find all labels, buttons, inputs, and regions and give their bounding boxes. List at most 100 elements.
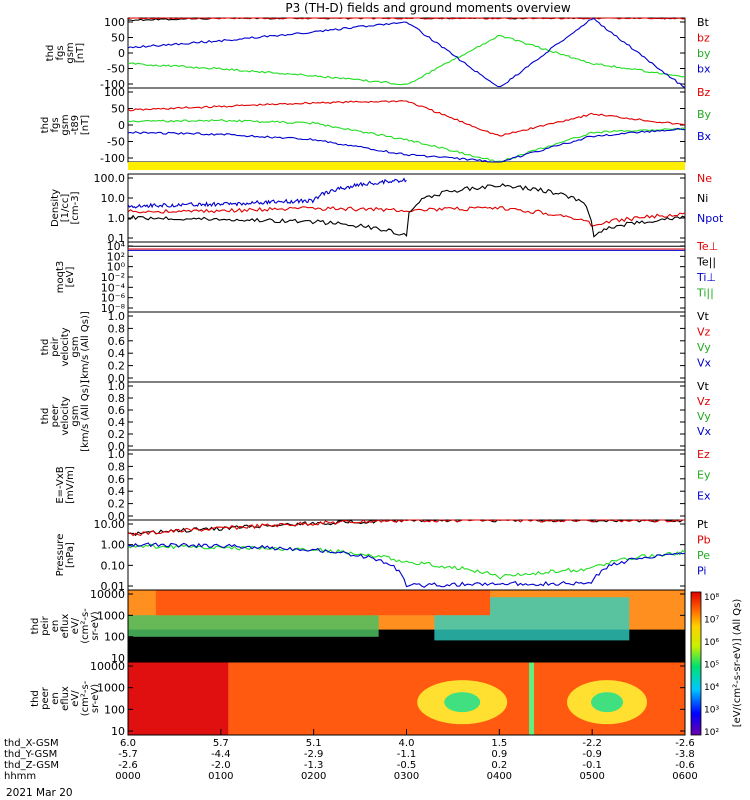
y-tick-label: 0.0	[108, 372, 126, 385]
colorbar-tick-label: 10⁶	[704, 638, 719, 648]
y-tick-label: 0.6	[108, 473, 126, 486]
legend-entry: by	[697, 47, 711, 60]
y-tick-label: 1.00	[101, 539, 126, 552]
x-tick-value: -2.6	[675, 738, 695, 749]
legend-entry: Vz	[697, 395, 711, 408]
spectrogram-electron-blob-2-core	[591, 692, 624, 713]
y-axis-label: velocity	[60, 327, 71, 366]
panel-frame	[127, 519, 686, 591]
legend-entry: Bt	[697, 16, 710, 29]
x-tick-value: -5.7	[118, 749, 138, 760]
y-axis-label: gsm	[65, 42, 76, 63]
y-tick-label: 0.8	[108, 392, 126, 405]
x-tick-value: 1.5	[491, 738, 507, 749]
y-tick-label: 0.2	[108, 360, 126, 373]
yellow-status-bar	[128, 162, 685, 170]
x-tick-value: -1.3	[304, 760, 324, 771]
y-tick-label: 100	[104, 16, 125, 29]
y-axis-label: [nT]	[75, 43, 86, 63]
y-axis-label: eV/	[70, 690, 81, 707]
x-tick-value: -0.1	[582, 760, 602, 771]
y-tick-label: 10000	[90, 588, 125, 601]
y-tick-label: 10000	[90, 660, 125, 673]
y-axis-label: eV/	[70, 617, 81, 634]
x-row-label: thd_Y-GSM	[4, 749, 57, 760]
y-axis-label: [cm-3]	[70, 191, 81, 224]
x-tick-value: 5.7	[213, 738, 229, 749]
panel-frame	[127, 381, 686, 451]
legend-entry: Vz	[697, 326, 711, 339]
legend-entry: Pt	[697, 518, 709, 531]
legend-entry: Ez	[697, 448, 710, 461]
y-tick-label: 10⁻⁴	[101, 281, 126, 294]
colorbar-tick-label: 10³	[704, 706, 719, 716]
legend-entry: By	[697, 108, 712, 121]
y-tick-label: 1.0	[108, 212, 126, 225]
colorbar-tick-label: 10⁸	[704, 593, 719, 603]
y-tick-label: 10	[111, 725, 125, 738]
panel-frame	[127, 241, 686, 313]
y-axis-label: thd	[45, 45, 56, 62]
series-By	[128, 119, 685, 163]
legend-entry: Ti⊥	[696, 271, 716, 284]
x-tick-value: -2.2	[582, 738, 602, 749]
y-tick-label: 1000	[97, 609, 125, 622]
y-tick-label: 100	[104, 86, 125, 99]
x-tick-value: -2.0	[211, 760, 231, 771]
panel-frame	[127, 311, 686, 383]
y-axis-label: en	[50, 620, 61, 633]
legend-entry: Ti||	[696, 287, 714, 300]
y-tick-label: 10⁰	[107, 261, 126, 274]
legend-entry: Pb	[697, 534, 711, 547]
y-axis-label: E=-VxB	[55, 466, 66, 503]
series-Bx	[128, 127, 685, 163]
y-axis-label: moqt3	[55, 261, 66, 294]
y-axis-label: thd	[40, 408, 51, 425]
legend-entry: Te⊥	[696, 240, 718, 253]
y-axis-label: -t89	[70, 115, 81, 135]
panel-frame	[127, 449, 686, 521]
x-tick-value: 0500	[579, 771, 604, 782]
series-Bz	[128, 100, 685, 137]
panel-frame	[127, 17, 686, 89]
y-axis-label: sr-eV)	[90, 684, 101, 713]
legend-entry: Ex	[697, 489, 711, 502]
y-tick-label: 1.0	[108, 310, 126, 323]
y-tick-label: 100.0	[94, 172, 126, 185]
x-tick-value: 6.0	[120, 738, 136, 749]
y-axis-label: velocity	[60, 396, 71, 435]
y-tick-label: 1000	[97, 682, 125, 695]
y-tick-label: 0.0	[108, 440, 126, 453]
spectrogram-electron-blob-1-core	[444, 692, 481, 713]
spectrogram-electron-spike	[529, 662, 535, 735]
legend-entry: Vy	[697, 410, 711, 423]
legend-entry: Vt	[697, 310, 710, 323]
y-axis-label: thd	[40, 117, 51, 134]
y-tick-label: 0.01	[101, 580, 126, 593]
y-tick-label: 0.0	[108, 510, 126, 523]
panel-frame	[127, 87, 686, 163]
legend-entry: Ne	[697, 172, 712, 185]
y-tick-label: 0.10	[101, 559, 126, 572]
y-tick-label: 10.0	[101, 192, 126, 205]
y-tick-label: -100	[100, 78, 125, 91]
y-tick-label: 10⁻²	[101, 271, 125, 284]
y-tick-label: 0.4	[108, 347, 126, 360]
y-tick-label: 10.00	[94, 518, 126, 531]
legend-entry: bz	[697, 32, 710, 45]
y-axis-label: fgs	[55, 45, 66, 60]
y-axis-label: (cm²-s-	[80, 680, 91, 716]
y-tick-label: -50	[107, 136, 125, 149]
colorbar-tick-label: 10⁷	[704, 616, 719, 626]
x-tick-value: -2.9	[304, 749, 324, 760]
y-tick-label: 0.6	[108, 335, 126, 348]
y-axis-label: sr-eV)	[90, 611, 101, 640]
panel-9: 10000 1000 100 10 thd peir en eflux eV/(cm²-s-sr…	[30, 588, 686, 665]
x-axis-annotation: thd_X-GSM 6.0 5.7 5.1 4.0 1.5 -2.2 -2.6 thd_Y-GS…	[4, 729, 698, 782]
x-tick-value: 4.0	[399, 738, 415, 749]
colorbar-tick-label: 10⁵	[704, 661, 719, 671]
series-Npot	[128, 177, 407, 209]
